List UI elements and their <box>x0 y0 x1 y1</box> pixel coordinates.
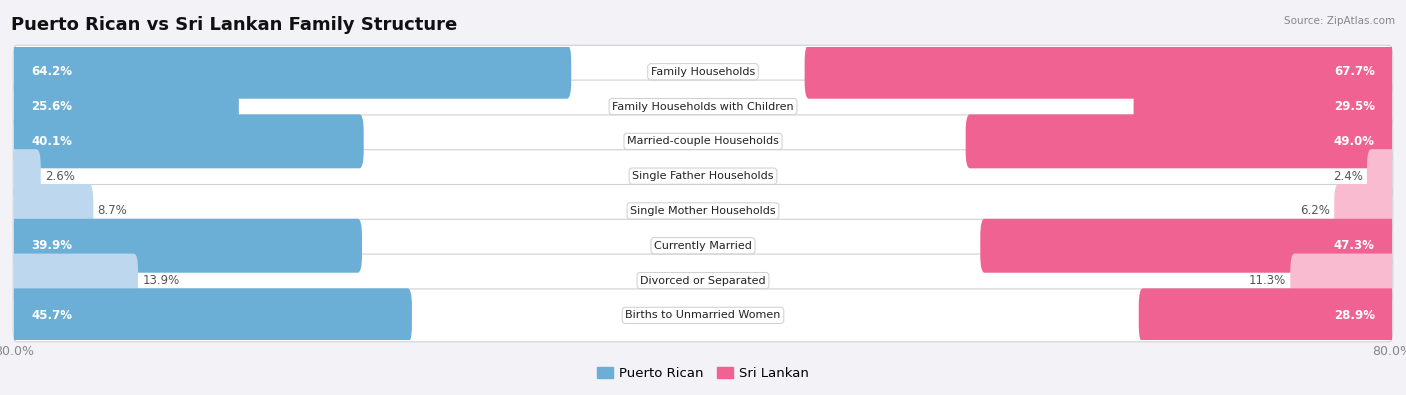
Text: 25.6%: 25.6% <box>31 100 72 113</box>
FancyBboxPatch shape <box>10 79 239 134</box>
Text: Family Households: Family Households <box>651 67 755 77</box>
FancyBboxPatch shape <box>966 115 1396 168</box>
Text: Currently Married: Currently Married <box>654 241 752 251</box>
Text: 6.2%: 6.2% <box>1301 205 1330 218</box>
Text: 11.3%: 11.3% <box>1249 274 1286 287</box>
Text: 2.4%: 2.4% <box>1333 169 1362 182</box>
Text: Single Mother Households: Single Mother Households <box>630 206 776 216</box>
FancyBboxPatch shape <box>13 219 1393 272</box>
Text: 64.2%: 64.2% <box>31 65 72 78</box>
FancyBboxPatch shape <box>804 45 1396 99</box>
FancyBboxPatch shape <box>13 45 1393 98</box>
Text: 40.1%: 40.1% <box>31 135 72 148</box>
Text: 45.7%: 45.7% <box>31 309 72 322</box>
Text: 28.9%: 28.9% <box>1334 309 1375 322</box>
FancyBboxPatch shape <box>13 254 1393 307</box>
FancyBboxPatch shape <box>13 150 1393 203</box>
Text: Births to Unmarried Women: Births to Unmarried Women <box>626 310 780 320</box>
FancyBboxPatch shape <box>13 115 1393 168</box>
Text: Family Households with Children: Family Households with Children <box>612 102 794 111</box>
Text: Source: ZipAtlas.com: Source: ZipAtlas.com <box>1284 16 1395 26</box>
Text: 47.3%: 47.3% <box>1334 239 1375 252</box>
Text: 67.7%: 67.7% <box>1334 65 1375 78</box>
FancyBboxPatch shape <box>13 289 1393 342</box>
Text: Divorced or Separated: Divorced or Separated <box>640 276 766 286</box>
Legend: Puerto Rican, Sri Lankan: Puerto Rican, Sri Lankan <box>592 362 814 386</box>
Text: 13.9%: 13.9% <box>142 274 180 287</box>
FancyBboxPatch shape <box>1334 184 1396 238</box>
FancyBboxPatch shape <box>10 184 93 238</box>
FancyBboxPatch shape <box>10 288 412 342</box>
Text: Single Father Households: Single Father Households <box>633 171 773 181</box>
Text: Puerto Rican vs Sri Lankan Family Structure: Puerto Rican vs Sri Lankan Family Struct… <box>11 16 457 34</box>
FancyBboxPatch shape <box>10 219 361 273</box>
Text: 29.5%: 29.5% <box>1334 100 1375 113</box>
Text: Married-couple Households: Married-couple Households <box>627 136 779 147</box>
FancyBboxPatch shape <box>10 149 41 203</box>
FancyBboxPatch shape <box>10 254 138 308</box>
Text: 39.9%: 39.9% <box>31 239 72 252</box>
Text: 8.7%: 8.7% <box>97 205 128 218</box>
FancyBboxPatch shape <box>10 45 571 99</box>
FancyBboxPatch shape <box>10 115 364 168</box>
FancyBboxPatch shape <box>1139 288 1396 342</box>
FancyBboxPatch shape <box>1367 149 1396 203</box>
FancyBboxPatch shape <box>1133 79 1396 134</box>
FancyBboxPatch shape <box>13 80 1393 133</box>
FancyBboxPatch shape <box>1291 254 1396 308</box>
FancyBboxPatch shape <box>980 219 1396 273</box>
Text: 2.6%: 2.6% <box>45 169 75 182</box>
FancyBboxPatch shape <box>13 184 1393 237</box>
Text: 49.0%: 49.0% <box>1334 135 1375 148</box>
